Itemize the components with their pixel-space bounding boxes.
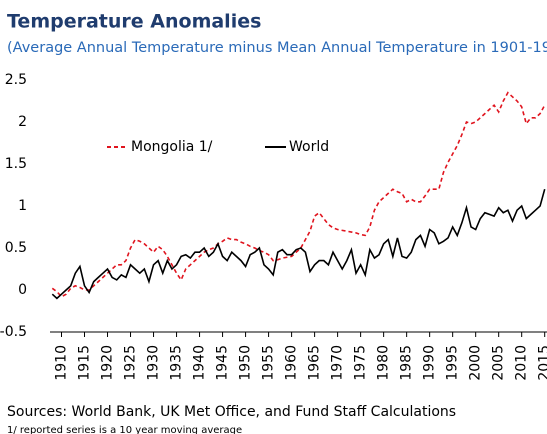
chart-title: Temperature Anomalies xyxy=(7,11,261,33)
x-tick-label: 1995 xyxy=(445,345,461,381)
x-tick-label: 2000 xyxy=(468,345,484,381)
y-tick-label: 2.5 xyxy=(5,72,27,88)
x-tick-label: 2005 xyxy=(491,345,507,381)
x-tick-label: 1920 xyxy=(100,345,116,381)
x-tick-label: 1915 xyxy=(77,345,93,381)
x-tick-label: 1965 xyxy=(307,345,323,381)
data-line xyxy=(51,91,546,298)
y-tick-label: 0 xyxy=(18,282,27,298)
x-tick-label: 1910 xyxy=(54,345,70,381)
x-tick-label: 1930 xyxy=(146,345,162,381)
x-tick-label: 1950 xyxy=(238,345,254,381)
x-tick-label: 1980 xyxy=(376,345,392,381)
data-line xyxy=(51,188,546,300)
x-tick-label: 1960 xyxy=(284,345,300,381)
x-tick-label: 1955 xyxy=(261,345,277,381)
x-tick-label: 1945 xyxy=(215,345,231,381)
x-tick-label: 1985 xyxy=(399,345,415,381)
y-tick-label: 2 xyxy=(18,114,27,130)
x-tick-label: 1925 xyxy=(123,345,139,381)
chart-subtitle: (Average Annual Temperature minus Mean A… xyxy=(7,40,547,56)
footnote: 1/ reported series is a 10 year moving a… xyxy=(7,425,242,434)
x-tick-label: 2010 xyxy=(514,345,530,381)
y-tick-label: 1.5 xyxy=(5,156,27,172)
x-tick-label: 1990 xyxy=(422,345,438,381)
x-tick-label: 1935 xyxy=(169,345,185,381)
y-tick-label: 1 xyxy=(18,198,27,214)
source: Sources: World Bank, UK Met Office, and … xyxy=(7,404,456,420)
y-tick-label: -0.5 xyxy=(0,324,27,340)
y-tick-label: 0.5 xyxy=(5,240,27,256)
legend-label: Mongolia 1/ xyxy=(131,139,213,155)
x-tick-label: 1940 xyxy=(192,345,208,381)
legend-label: World xyxy=(289,139,329,155)
x-tick-label: 1970 xyxy=(330,345,346,381)
x-tick-label: 2015 xyxy=(537,345,547,381)
x-tick-label: 1975 xyxy=(353,345,369,381)
